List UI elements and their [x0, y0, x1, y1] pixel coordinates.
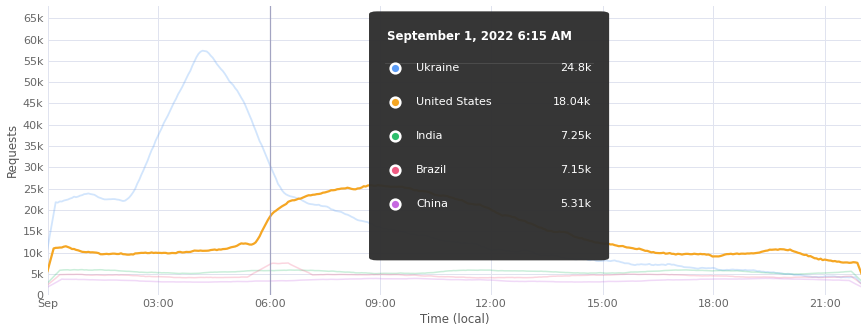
- FancyBboxPatch shape: [369, 11, 610, 260]
- Text: 24.8k: 24.8k: [560, 63, 591, 73]
- Text: 7.25k: 7.25k: [560, 131, 591, 141]
- Text: Ukraine: Ukraine: [416, 63, 460, 73]
- Text: Brazil: Brazil: [416, 165, 447, 175]
- Text: United States: United States: [416, 97, 492, 107]
- Text: September 1, 2022 6:15 AM: September 1, 2022 6:15 AM: [387, 30, 572, 43]
- Text: 18.04k: 18.04k: [553, 97, 591, 107]
- Text: 5.31k: 5.31k: [560, 199, 591, 209]
- Y-axis label: Requests: Requests: [5, 123, 18, 177]
- Text: India: India: [416, 131, 444, 141]
- X-axis label: Time (local): Time (local): [420, 313, 489, 326]
- Text: China: China: [416, 199, 448, 209]
- Text: 7.15k: 7.15k: [560, 165, 591, 175]
